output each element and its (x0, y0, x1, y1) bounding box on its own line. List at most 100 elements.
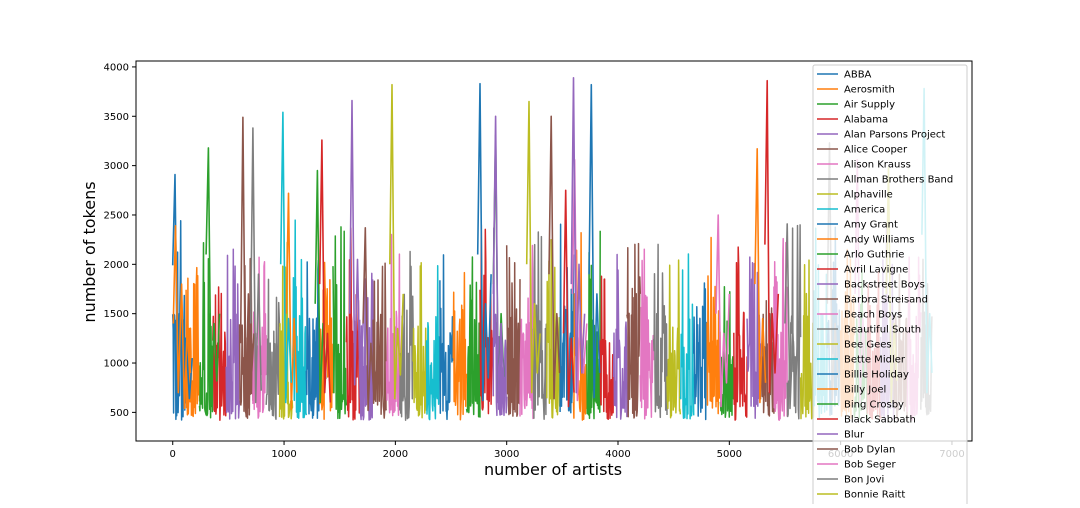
series-line-background (212, 286, 227, 421)
legend-label: America (844, 205, 885, 216)
series-line-alphaville (389, 83, 404, 400)
legend-label: ABBA (844, 70, 872, 81)
series-line-billie-holiday (588, 83, 601, 399)
y-tick-label: 2500 (104, 210, 129, 221)
y-tick-label: 4000 (104, 62, 129, 73)
legend-label: Allman Brothers Band (844, 175, 953, 186)
legend-label: Black Sabbath (844, 415, 916, 426)
series-line-background (719, 285, 735, 419)
legend-label: Andy Williams (844, 235, 914, 246)
series-line-background (185, 266, 201, 418)
y-tick-label: 1500 (104, 309, 129, 320)
legend-label: Alan Parsons Project (844, 130, 945, 141)
legend-label: Alphaville (844, 190, 893, 201)
series-line-background (358, 272, 374, 421)
series-line-background (171, 220, 187, 421)
series-line-background (639, 248, 655, 420)
legend-label: Air Supply (844, 100, 895, 111)
series-line-barbra-streisand (548, 115, 561, 400)
series-line-background (345, 227, 361, 421)
legend-label: Bob Seger (844, 460, 897, 471)
series-line-background (599, 275, 615, 421)
y-tick-label: 1000 (104, 359, 129, 370)
series-line-background (198, 241, 214, 419)
legend-label: Bon Jovi (844, 475, 884, 486)
legend-label: Beach Boys (844, 310, 902, 321)
legend-label: Backstreet Boys (844, 280, 925, 291)
series-line-background (465, 256, 481, 418)
x-tick-label: 5000 (717, 449, 742, 460)
plot-frame (135, 60, 973, 442)
series-line-background (626, 242, 642, 419)
series-line-background (425, 264, 441, 421)
legend-label: Bette Midler (844, 355, 906, 366)
legend-label: Amy Grant (844, 220, 898, 231)
legend-label: Arlo Guthrie (844, 250, 904, 261)
series-line-beach-boys (715, 214, 731, 408)
series-line-amy-grant (476, 82, 492, 402)
series-line-background (692, 282, 708, 421)
legend-label: Bob Dylan (844, 445, 895, 456)
series-line-air-supply (205, 147, 221, 404)
series-line-background (292, 219, 308, 419)
x-tick-label: 2000 (383, 449, 408, 460)
series-line-background (332, 226, 348, 420)
series-line-black-sabbath (562, 189, 575, 408)
series-line-background (759, 300, 775, 417)
series-line-background (733, 246, 748, 421)
y-axis-label: number of tokens (80, 181, 99, 322)
series-line-background (372, 262, 388, 419)
series-line-background (666, 259, 682, 419)
series-line-background (559, 223, 575, 414)
series-line-background (492, 227, 508, 417)
series-line-billy-joel (754, 148, 767, 404)
series-line-backstreet-boys (570, 77, 586, 394)
series-line-blur (492, 115, 505, 404)
legend-label: Beautiful South (844, 325, 921, 336)
legend-label: Barbra Streisand (844, 295, 928, 306)
series-line-background (773, 237, 788, 421)
series-line-aerosmith (172, 225, 192, 410)
y-tick-label: 3000 (104, 161, 129, 172)
x-tick-label: 3000 (494, 449, 519, 460)
legend-label: Alice Cooper (844, 145, 908, 156)
series-line-alan-parsons-project (348, 99, 364, 399)
legend-label: Bee Gees (844, 340, 892, 351)
legend-label: Alabama (844, 115, 888, 126)
x-axis-label: number of artists (484, 460, 622, 479)
series-line-background (439, 254, 455, 421)
series-line-alabama (764, 79, 780, 394)
series-line-background (305, 259, 321, 420)
series-line-background (505, 245, 521, 417)
legend: ABBA Aerosmith Air Supply Alabama Alan Parso… (812, 64, 968, 508)
legend-label: Alison Krauss (844, 160, 911, 171)
series-line-background (519, 244, 535, 420)
series-line-background (452, 271, 468, 421)
series-line-background (532, 231, 548, 420)
y-tick-label: 3500 (104, 112, 129, 123)
legend-label: Avril Lavigne (844, 265, 908, 276)
series-line-bee-gees (525, 100, 541, 394)
legend-label: Aerosmith (844, 85, 895, 96)
legend-label: Billy Joel (844, 385, 886, 396)
series-line-background (412, 261, 428, 419)
y-tick-label: 2000 (104, 260, 129, 271)
series-line-background (385, 233, 401, 417)
legend-label: Blur (844, 430, 865, 441)
series-line-background (225, 248, 241, 420)
series-line-andy-williams (285, 192, 298, 411)
x-tick-label: 0 (170, 449, 176, 460)
legend-box (812, 64, 968, 508)
series-line-background (265, 278, 281, 420)
series-line-background (652, 243, 668, 419)
x-tick-label: 1000 (271, 449, 296, 460)
legend-label: Billie Holiday (844, 370, 909, 381)
y-tick-label: 500 (110, 408, 129, 419)
series-line-alice-cooper (239, 116, 255, 414)
legend-label: Bonnie Raitt (844, 490, 905, 501)
series-line-background (238, 257, 254, 419)
x-tick-label: 4000 (605, 449, 630, 460)
series-line-background (706, 236, 722, 415)
